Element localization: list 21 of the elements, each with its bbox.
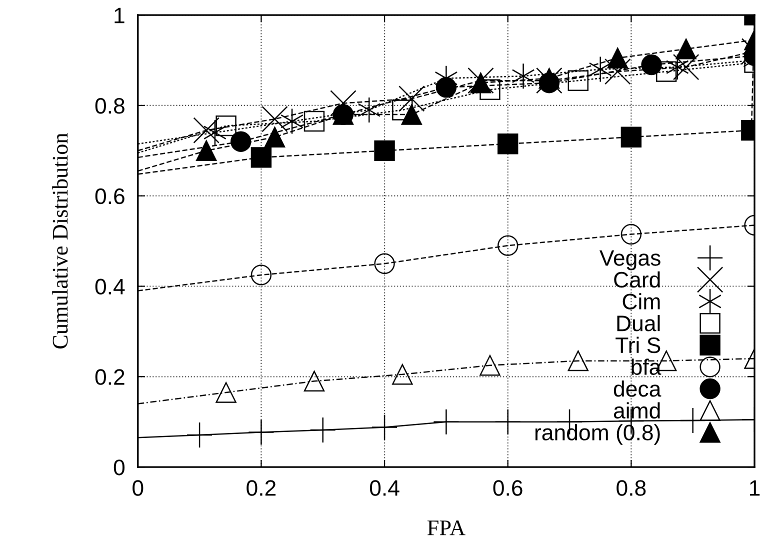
y-tick-label: 0.6	[95, 188, 124, 204]
x-tick-label: 0.4	[370, 480, 400, 496]
x-tick-label: 0.8	[616, 480, 646, 496]
x-tick-label: 0.2	[246, 480, 276, 496]
y-tick-label: 0.4	[95, 278, 125, 295]
x-tick-label: 0.6	[493, 480, 522, 496]
y-tick-label: 0.8	[95, 98, 124, 114]
y-tick-label: 0.2	[95, 369, 124, 385]
legend-label: deca	[614, 380, 662, 397]
x-tick-label: 0	[132, 480, 144, 496]
legend-label: Vegas	[599, 250, 660, 270]
legend-label: Dual	[617, 314, 660, 332]
x-axis-title: FPA	[427, 520, 466, 536]
y-tick-label: 1	[114, 8, 124, 24]
legend-label: Card	[614, 271, 660, 288]
legend-label: Cim	[622, 293, 660, 310]
y-tick-label: 0	[114, 460, 125, 476]
legend-label: random (0.8)	[535, 424, 660, 445]
legend-label: Tri S	[616, 336, 660, 354]
x-tick-label: 1	[750, 480, 760, 496]
y-axis-title: Cumulative Distribution	[52, 133, 68, 348]
